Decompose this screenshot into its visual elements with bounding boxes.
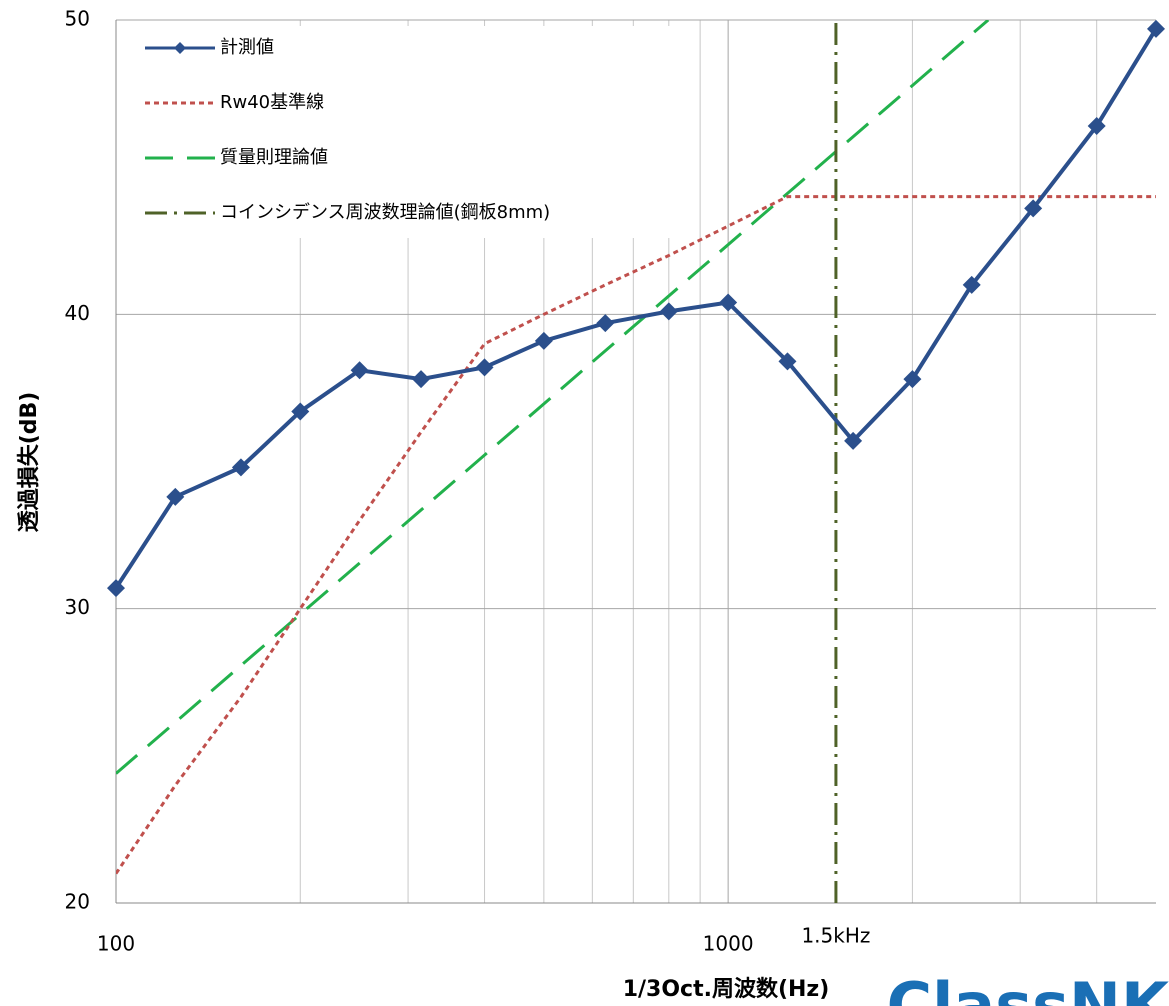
x-tick-label: 1000 [703, 932, 754, 956]
marker [412, 370, 431, 389]
legend-marker [174, 42, 186, 54]
y-tick-label: 30 [65, 595, 90, 619]
marker [844, 431, 863, 450]
y-tick-label: 20 [65, 890, 90, 914]
marker [166, 487, 185, 506]
legend-label: 質量則理論値 [220, 147, 328, 168]
annotation: 1.5kHz [801, 924, 870, 948]
x-axis-title: 1/3Oct.周波数(Hz) [623, 976, 830, 1002]
marker [107, 579, 125, 598]
marker [231, 458, 250, 477]
logo: ClassNK [887, 969, 1169, 1006]
y-axis-title: 透過損失(dB) [16, 392, 42, 533]
y-tick-label: 40 [65, 301, 90, 325]
series-line [116, 20, 990, 775]
series-line [116, 195, 1156, 875]
marker [719, 293, 738, 312]
series-line [116, 27, 1158, 590]
marker [659, 302, 678, 321]
marker [291, 402, 310, 421]
marker [350, 361, 369, 380]
legend-label: 計測値 [220, 37, 274, 58]
legend-label: Rw40基準線 [220, 92, 324, 113]
y-tick-label: 50 [65, 7, 90, 31]
marker [903, 370, 922, 389]
marker [475, 358, 494, 377]
marker [1024, 199, 1043, 218]
marker [1147, 19, 1165, 38]
marker [778, 352, 797, 371]
x-tick-label: 100 [97, 932, 135, 956]
marker [1087, 116, 1106, 135]
marker [534, 331, 553, 350]
legend-box [130, 26, 678, 238]
marker [962, 275, 981, 294]
legend-label: コインシデンス周波数理論値(鋼板8mm) [220, 202, 550, 223]
marker [596, 314, 615, 333]
